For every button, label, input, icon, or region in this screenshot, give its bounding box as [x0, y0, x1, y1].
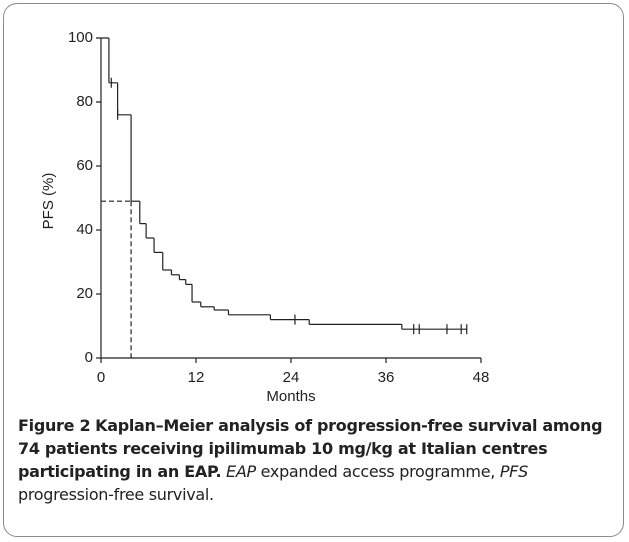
- chart: PFS (%) Months 0 20 40 60 80 100 0 12 24 36 48: [40, 29, 490, 404]
- y-tick-label: 40: [76, 221, 93, 238]
- y-tick-label: 0: [85, 349, 93, 366]
- abbr-definition: expanded access programme,: [260, 462, 496, 481]
- y-tick-label: 60: [76, 157, 93, 174]
- y-tick-label: 20: [76, 285, 93, 302]
- x-tick-label: 48: [473, 369, 490, 386]
- y-axis-label: PFS (%): [40, 173, 57, 230]
- x-tick-label: 36: [378, 369, 395, 386]
- abbr-term: PFS: [499, 462, 528, 481]
- x-tick-label: 12: [188, 369, 205, 386]
- abbr-definition: progression-free survival.: [18, 485, 214, 504]
- abbr-term: EAP: [226, 462, 256, 481]
- caption-title: Kaplan–Meier analysis of progression-fre…: [18, 416, 603, 481]
- x-tick-label: 24: [283, 369, 300, 386]
- caption: Figure 2 Kaplan–Meier analysis of progre…: [18, 414, 614, 506]
- x-axis-label: Months: [266, 388, 315, 404]
- x-tick-label: 0: [97, 369, 105, 386]
- caption-label: Figure 2: [18, 416, 91, 435]
- figure: PFS (%) Months 0 20 40 60 80 100 0 12 24 36 48 Fig…: [3, 3, 624, 537]
- y-tick-label: 80: [76, 93, 93, 110]
- y-tick-label: 100: [68, 29, 93, 46]
